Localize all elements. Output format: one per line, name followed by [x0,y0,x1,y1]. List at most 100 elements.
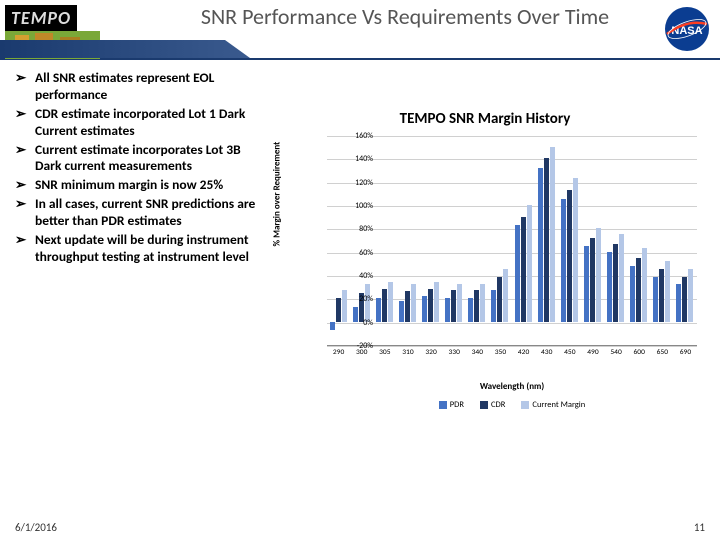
bar [636,258,641,322]
gridline [327,183,697,184]
bar [682,277,687,321]
bar-group [422,282,439,322]
legend-swatch [439,401,447,409]
bar [503,269,508,322]
bar [474,290,479,322]
bar [388,282,393,322]
bullet-item: ➢SNR minimum margin is now 25% [15,177,260,194]
bar [567,190,572,322]
chart-ylabel: % Margin over Requirement [272,142,283,247]
bar [550,147,555,322]
xtick-label: 330 [448,348,459,357]
bullet-text: Next update will be during instrument th… [35,232,260,266]
xtick-label: 320 [425,348,436,357]
bar [434,282,439,322]
bullet-text: All SNR estimates represent EOL performa… [35,70,260,104]
xtick-label: 600 [633,348,644,357]
bar [527,205,532,322]
bar [642,248,647,322]
bar [665,261,670,322]
bullet-text: SNR minimum margin is now 25% [35,177,223,194]
bar [491,290,496,322]
chart-legend: PDR CDR Current Margin [327,400,697,410]
bar [428,289,433,322]
footer-date: 6/1/2016 [15,521,57,534]
xtick-label: 650 [657,348,668,357]
bar-group [445,284,462,321]
xtick-label: 540 [610,348,621,357]
legend-label: Current Margin [532,400,585,410]
bar [573,178,578,322]
bar-group [607,234,624,322]
legend-label: CDR [491,400,505,410]
bar [330,322,335,330]
bullet-text: CDR estimate incorporated Lot 1 Dark Cur… [35,106,260,140]
nasa-logo: NASA [662,4,712,54]
bar [411,284,416,321]
bar-group [653,261,670,322]
bullet-marker-icon: ➢ [15,177,35,194]
bar [590,238,595,322]
bar-group [630,248,647,322]
ytick-label: 120% [343,178,373,188]
legend-swatch [480,401,488,409]
bar [561,199,566,322]
ytick-label: 20% [343,294,373,304]
bar [544,158,549,321]
xtick-label: 490 [587,348,598,357]
legend-item: CDR [480,400,505,410]
bullet-marker-icon: ➢ [15,70,35,104]
bar [521,217,526,322]
bar [596,228,601,321]
chart-area: TEMPO SNR Margin History % Margin over R… [260,70,705,505]
bullet-item: ➢Next update will be during instrument t… [15,232,260,266]
slide-footer: 6/1/2016 11 [15,521,705,534]
bullet-list: ➢All SNR estimates represent EOL perform… [15,70,260,505]
tempo-logo-text: TEMPO [5,5,77,31]
ytick-label: 0% [343,318,373,328]
gridline [327,159,697,160]
xtick-label: 350 [495,348,506,357]
slide-header: TEMPO SNR Performance Vs Requirements Ov… [0,0,720,60]
xtick-label: 310 [402,348,413,357]
bullet-marker-icon: ➢ [15,196,35,230]
bar-group [584,228,601,321]
bar-group [515,205,532,322]
bar [538,168,543,322]
header-stripe [0,40,250,58]
xtick-label: 290 [333,348,344,357]
xtick-label: 450 [564,348,575,357]
bullet-item: ➢All SNR estimates represent EOL perform… [15,70,260,104]
bar-group [538,147,555,322]
chart-plot [327,136,697,346]
chart-xlabel: Wavelength (nm) [327,381,697,392]
chart: % Margin over Requirement Wavelength (nm… [285,136,705,396]
xtick-label: 340 [472,348,483,357]
bar [497,277,502,321]
bar [659,269,664,322]
bar [630,266,635,322]
gridline [327,346,697,347]
bar [613,244,618,322]
chart-title: TEMPO SNR Margin History [265,110,705,128]
ytick-label: 100% [343,201,373,211]
gridline [327,229,697,230]
bullet-marker-icon: ➢ [15,106,35,140]
ytick-label: 40% [343,271,373,281]
gridline [327,136,697,137]
bar [422,296,427,322]
bar-group [376,282,393,322]
bullet-item: ➢Current estimate incorporates Lot 3B Da… [15,142,260,176]
bar [457,284,462,321]
legend-item: PDR [439,400,464,410]
bullet-text: In all cases, current SNR predictions ar… [35,196,260,230]
bar [688,269,693,322]
bullet-item: ➢In all cases, current SNR predictions a… [15,196,260,230]
gridline [327,206,697,207]
bar [607,252,612,322]
bar [468,298,473,321]
bar [676,284,681,321]
bar-group [561,178,578,322]
bar [619,234,624,322]
bar [399,301,404,322]
